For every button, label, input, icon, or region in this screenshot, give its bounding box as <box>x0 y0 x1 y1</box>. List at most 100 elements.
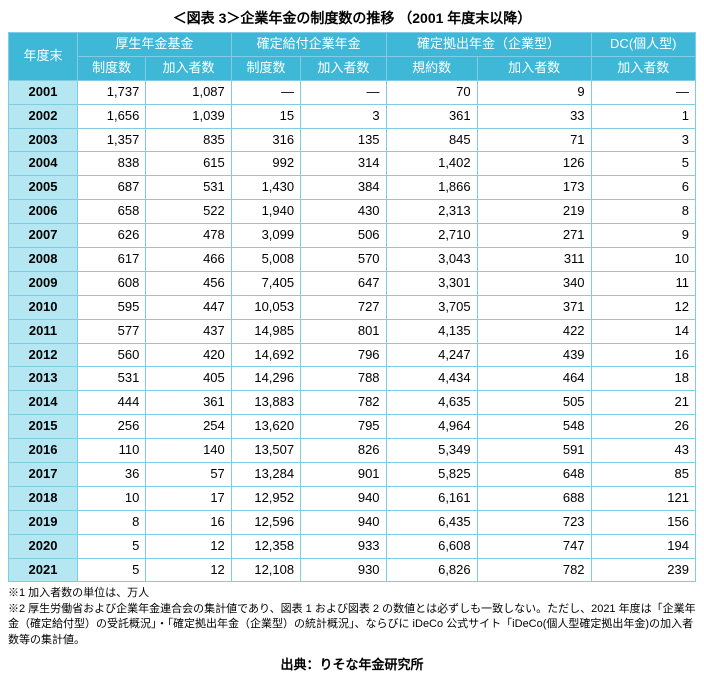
header-group-4: DC(個人型) <box>591 33 695 57</box>
data-cell: 340 <box>477 271 591 295</box>
data-cell: 548 <box>477 415 591 439</box>
data-cell: 591 <box>477 439 591 463</box>
data-cell: 531 <box>78 367 146 391</box>
data-cell: 5 <box>591 152 695 176</box>
table-row: 20056875311,4303841,8661736 <box>9 176 696 200</box>
data-cell: 992 <box>231 152 300 176</box>
data-cell: 361 <box>386 104 477 128</box>
data-cell: 1,087 <box>146 80 231 104</box>
sub-seido-2: 制度数 <box>231 56 300 80</box>
data-cell: 522 <box>146 200 231 224</box>
data-cell: 70 <box>386 80 477 104</box>
data-cell: 10 <box>78 486 146 510</box>
data-cell: 647 <box>301 271 386 295</box>
data-cell: 1,402 <box>386 152 477 176</box>
table-row: 2018101712,9529406,161688121 <box>9 486 696 510</box>
data-cell: 14,692 <box>231 343 300 367</box>
data-cell: — <box>591 80 695 104</box>
data-cell: 933 <box>301 534 386 558</box>
table-row: 20048386159923141,4021265 <box>9 152 696 176</box>
data-cell: 9 <box>591 224 695 248</box>
year-cell: 2021 <box>9 558 78 582</box>
sub-kiyaku: 規約数 <box>386 56 477 80</box>
data-cell: 4,247 <box>386 343 477 367</box>
data-cell: 615 <box>146 152 231 176</box>
header-year: 年度末 <box>9 33 78 81</box>
table-row: 201353140514,2967884,43446418 <box>9 367 696 391</box>
table-row: 20086174665,0085703,04331110 <box>9 248 696 272</box>
data-cell: 16 <box>146 510 231 534</box>
year-cell: 2006 <box>9 200 78 224</box>
data-cell: 14,985 <box>231 319 300 343</box>
data-cell: 6,826 <box>386 558 477 582</box>
data-cell: 505 <box>477 391 591 415</box>
data-cell: 311 <box>477 248 591 272</box>
data-cell: 617 <box>78 248 146 272</box>
data-cell: 570 <box>301 248 386 272</box>
data-cell: 12,952 <box>231 486 300 510</box>
data-cell: 595 <box>78 295 146 319</box>
data-cell: 727 <box>301 295 386 319</box>
data-cell: 795 <box>301 415 386 439</box>
table-title: ＜図表 3＞企業年金の制度数の推移 （2001 年度末以降） <box>8 8 696 28</box>
data-cell: 940 <box>301 486 386 510</box>
data-cell: 4,135 <box>386 319 477 343</box>
data-cell: 3,301 <box>386 271 477 295</box>
data-cell: 7,405 <box>231 271 300 295</box>
data-cell: 782 <box>477 558 591 582</box>
table-row: 202051212,3589336,608747194 <box>9 534 696 558</box>
header-group-1: 厚生年金基金 <box>78 33 232 57</box>
data-cell: 13,620 <box>231 415 300 439</box>
data-cell: 1,737 <box>78 80 146 104</box>
data-cell: 405 <box>146 367 231 391</box>
data-cell: 420 <box>146 343 231 367</box>
note-2: ※2 厚生労働省および企業年金連合会の集計値であり、図表 1 および図表 2 の… <box>8 602 696 648</box>
data-cell: — <box>301 80 386 104</box>
data-cell: 723 <box>477 510 591 534</box>
data-cell: 371 <box>477 295 591 319</box>
table-row: 20021,6561,039153361331 <box>9 104 696 128</box>
data-cell: 422 <box>477 319 591 343</box>
table-row: 201059544710,0537273,70537112 <box>9 295 696 319</box>
table-row: 20011,7371,087——709— <box>9 80 696 104</box>
data-cell: 788 <box>301 367 386 391</box>
data-cell: 4,635 <box>386 391 477 415</box>
header-group-3: 確定拠出年金（企業型） <box>386 33 591 57</box>
data-cell: 12,358 <box>231 534 300 558</box>
year-cell: 2018 <box>9 486 78 510</box>
data-cell: 13,507 <box>231 439 300 463</box>
table-row: 202151212,1089306,826782239 <box>9 558 696 582</box>
data-cell: 1 <box>591 104 695 128</box>
sub-kanyu-4: 加入者数 <box>591 56 695 80</box>
year-cell: 2013 <box>9 367 78 391</box>
table-row: 201444436113,8837824,63550521 <box>9 391 696 415</box>
year-cell: 2019 <box>9 510 78 534</box>
data-cell: — <box>231 80 300 104</box>
data-cell: 648 <box>477 463 591 487</box>
data-cell: 14 <box>591 319 695 343</box>
data-cell: 1,940 <box>231 200 300 224</box>
year-cell: 2016 <box>9 439 78 463</box>
year-cell: 2012 <box>9 343 78 367</box>
data-cell: 3 <box>591 128 695 152</box>
data-cell: 254 <box>146 415 231 439</box>
data-cell: 140 <box>146 439 231 463</box>
data-cell: 11 <box>591 271 695 295</box>
data-cell: 6,161 <box>386 486 477 510</box>
year-cell: 2003 <box>9 128 78 152</box>
note-1: ※1 加入者数の単位は、万人 <box>8 586 696 601</box>
data-cell: 12 <box>146 534 231 558</box>
data-cell: 478 <box>146 224 231 248</box>
data-cell: 314 <box>301 152 386 176</box>
data-cell: 33 <box>477 104 591 128</box>
year-cell: 2020 <box>9 534 78 558</box>
year-cell: 2001 <box>9 80 78 104</box>
data-cell: 239 <box>591 558 695 582</box>
data-cell: 464 <box>477 367 591 391</box>
data-cell: 135 <box>301 128 386 152</box>
year-cell: 2010 <box>9 295 78 319</box>
data-cell: 782 <box>301 391 386 415</box>
data-cell: 5 <box>78 534 146 558</box>
year-cell: 2004 <box>9 152 78 176</box>
data-cell: 16 <box>591 343 695 367</box>
